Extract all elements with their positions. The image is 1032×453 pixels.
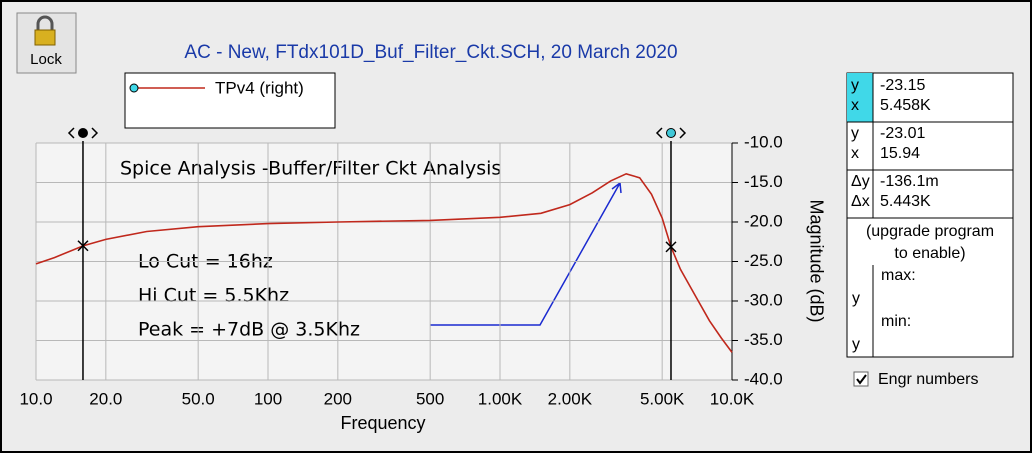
panel-value: 15.94 [880,145,920,162]
arrow-head [611,182,622,194]
y-label: y [852,336,860,353]
lock-icon-shackle [36,15,54,30]
y-tick-label: -40.0 [744,369,783,388]
legend-box [124,72,336,129]
x-tick-label: 10.0 [19,389,52,408]
cursor-cross [77,240,89,252]
annotation: Hi Cut = 5.5Khz [138,285,289,307]
panel-value: 5.458K [880,97,931,114]
min-label: min: [881,313,911,330]
checkbox-label: Engr numbers [878,371,979,388]
max-label: max: [881,267,916,284]
x-tick-label: 50.0 [182,389,215,408]
y-tick-label: -20.0 [744,211,783,230]
x-tick-label: 10.0K [710,389,755,408]
engr-checkbox[interactable]: Engr numbers [853,371,979,388]
x-tick-label: 1.00K [478,389,523,408]
cursor-handle-dot [665,128,676,138]
y-tick-label: -30.0 [744,290,783,309]
panel-label: Δx [851,193,870,210]
y-axis-label: Magnitude (dB) [806,199,826,322]
checkbox-box [853,371,869,387]
y-tick-label: -15.0 [744,172,783,191]
lock-button[interactable]: Lock [16,12,77,74]
cursor-handle-dot [77,128,88,138]
checkbox-check [856,374,867,385]
y-tick-label: -35.0 [744,330,783,349]
chart-title: AC - New, FTdx101D_Buf_Filter_Ckt.SCH, 2… [184,42,677,63]
panel-note: (upgrade program [866,223,994,240]
legend-label: TPv4 (right) [215,78,304,97]
annotation: Spice Analysis -Buffer/Filter Ckt Analys… [120,158,501,180]
y-tick-label: -10.0 [744,132,783,151]
lock-icon-body [34,29,56,46]
annotation: Peak = +7dB @ 3.5Khz [138,319,360,341]
x-tick-label: 200 [324,389,352,408]
panel-value: -23.15 [880,77,925,94]
panel-value: -23.01 [880,125,925,142]
panel-label: Δy [851,173,870,190]
panel-label: x [851,97,859,114]
x-tick-label: 20.0 [89,389,122,408]
panel-value: 5.443K [880,193,931,210]
cursor-cross [665,241,677,253]
y-tick-label: -25.0 [744,251,783,270]
series-line [35,172,733,353]
cursor-panel: (upgrade program to enable) max: min: y … [846,72,1014,358]
annotation-arrow [430,182,621,326]
panel-label: y [851,77,859,94]
cursor-handle [655,127,687,139]
cursor-handle [67,127,99,139]
x-axis-label: Frequency [340,413,425,433]
x-tick-label: 100 [254,389,282,408]
y-label: y [852,290,860,307]
x-tick-label: 2.00K [548,389,593,408]
x-tick-label: 5.00K [640,389,685,408]
panel-label: y [851,125,859,142]
active-cursor-cell [847,73,873,122]
panel-value: -136.1m [880,173,939,190]
legend-marker [129,83,139,93]
lock-label: Lock [30,51,62,68]
x-tick-label: 500 [416,389,444,408]
panel-note: to enable) [894,245,965,262]
panel-label: x [851,145,859,162]
panel-box [846,72,1014,358]
